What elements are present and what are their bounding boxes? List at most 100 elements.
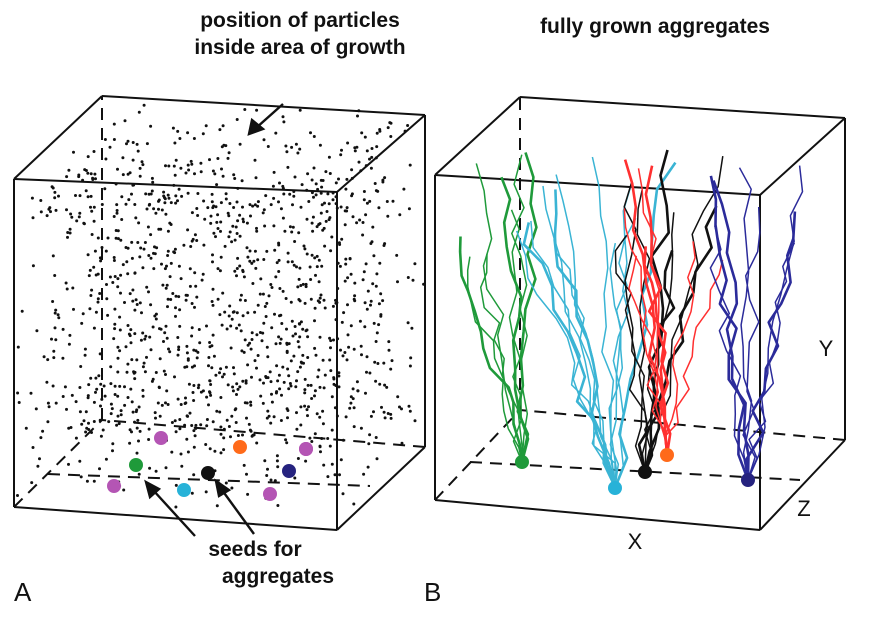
particle [359,169,363,173]
particle [134,298,138,302]
particle [129,328,133,332]
particle [87,274,91,278]
particle [296,457,300,460]
particle [64,281,68,285]
particle [266,409,270,413]
annotation-seeds-line2: aggregates [222,565,334,588]
particle [173,141,177,145]
particle [166,249,170,253]
particle [180,464,184,468]
particle [65,407,68,411]
particle [298,365,302,369]
particle [365,201,369,205]
aggregate-branch [738,167,753,481]
particle [178,308,182,312]
particle [221,174,225,178]
particle [177,345,181,349]
particle [201,132,205,136]
particle [320,185,324,189]
particle [386,214,390,218]
particle [190,162,194,166]
particle [45,214,49,218]
particle [177,348,181,352]
particle [124,345,128,349]
particle [222,436,226,440]
particle [309,131,312,135]
particle [249,400,253,404]
particle [112,259,116,262]
particle [372,321,376,325]
particle [153,252,157,256]
particle [234,407,238,411]
particle [125,142,128,146]
aggregate-branch [555,174,616,489]
particle [235,267,239,270]
particle [376,362,380,365]
particle [183,423,187,427]
particle [53,190,57,194]
particle [320,437,324,440]
seed-dot [129,458,143,472]
particle [265,474,269,477]
particle [180,194,184,198]
particle [130,192,133,196]
particle [358,218,362,222]
particle [211,303,215,307]
particle [77,173,81,177]
particle [310,178,314,182]
particle [119,291,122,295]
particle [89,376,93,380]
particle [330,462,334,466]
particle [268,370,272,374]
particle [222,372,226,376]
particle [334,195,338,199]
particle [103,138,107,141]
particle [333,406,337,410]
particle [233,238,237,242]
particle [350,168,354,172]
particle [332,382,336,386]
particle [36,464,40,468]
particle [248,203,252,207]
panel-b-letter: B [424,577,441,607]
particle [157,199,160,203]
particle [321,358,325,362]
particle [192,384,196,387]
particle [286,165,290,169]
cube-depth-edge [13,95,103,180]
particle [216,267,220,271]
particle [109,382,113,386]
particle [382,361,386,365]
particle [246,363,250,367]
particle [149,303,153,307]
particle [192,399,196,402]
particle [115,209,119,212]
aggregate-branch [709,175,750,481]
particle [209,221,213,225]
particle [112,122,116,126]
particle [196,350,200,354]
particle [299,284,303,287]
cube-depth-edge [336,114,426,193]
particle [131,288,135,292]
particle [147,290,150,294]
particle [103,394,107,398]
particle [380,405,383,409]
particle [382,244,386,247]
particle [301,353,305,357]
particle [326,437,330,440]
particle [114,182,118,186]
particle [296,340,300,344]
particle [185,344,189,348]
particle [87,383,91,387]
particle [45,380,49,384]
particle [194,284,198,288]
particle [396,280,399,284]
particle [164,466,168,470]
particle [144,334,148,338]
particle [236,387,240,391]
particle [173,375,176,379]
particle [381,178,385,182]
axis-x-label: X [628,529,643,554]
particle [364,262,368,266]
